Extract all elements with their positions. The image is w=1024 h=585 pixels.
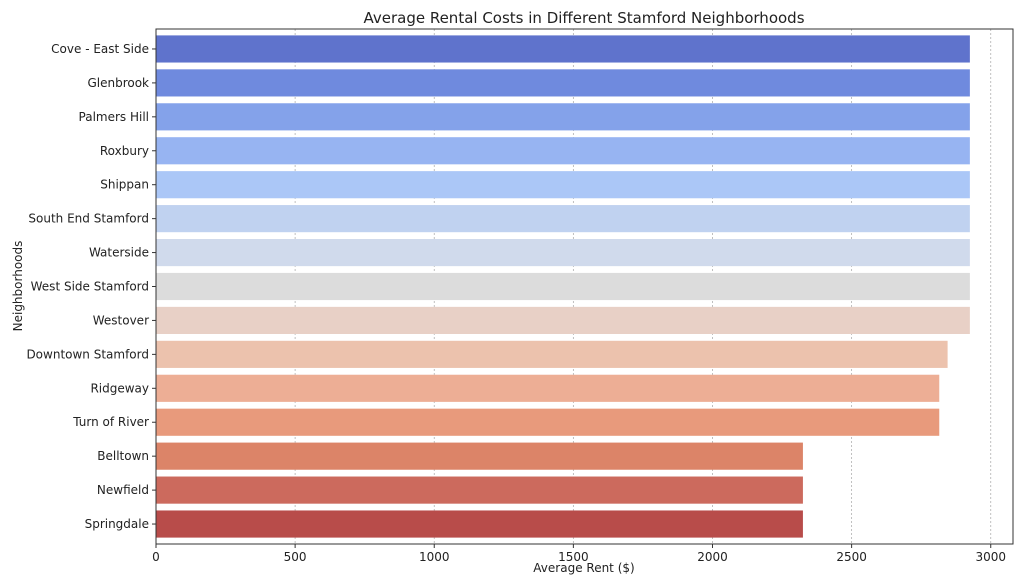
- y-tick-label: Cove - East Side: [51, 42, 149, 56]
- bar: [156, 374, 940, 402]
- bar: [156, 103, 970, 131]
- y-tick-label: Westover: [93, 313, 149, 327]
- y-axis-title: Neighborhoods: [11, 241, 25, 332]
- y-tick-label: Roxbury: [100, 144, 149, 158]
- x-tick-label: 500: [284, 550, 307, 564]
- plot-frame: [155, 28, 1014, 545]
- bar: [156, 408, 940, 436]
- y-tick-label: Glenbrook: [87, 76, 149, 90]
- y-tick-label: Waterside: [89, 246, 149, 260]
- x-axis-title: Average Rent ($): [533, 561, 634, 575]
- x-tick-label: 2500: [836, 550, 867, 564]
- bar: [156, 340, 948, 368]
- y-tick-label: Newfield: [97, 483, 149, 497]
- bar: [156, 476, 803, 504]
- y-tick-label: Springdale: [85, 517, 149, 531]
- y-tick-label: South End Stamford: [28, 212, 149, 226]
- y-tick-labels: Cove - East Side Glenbrook Palmers Hill Rox…: [26, 42, 156, 531]
- bar: [156, 69, 970, 97]
- x-tick-label: 3000: [975, 550, 1006, 564]
- x-tick-label: 1500: [558, 550, 589, 564]
- y-tick-label: Belltown: [97, 449, 149, 463]
- x-tick-label: 1000: [419, 550, 450, 564]
- bar: [156, 238, 970, 267]
- y-tick-label: Ridgeway: [90, 381, 149, 395]
- bar: [156, 171, 970, 199]
- bar: [156, 205, 970, 233]
- y-tick-label: West Side Stamford: [31, 280, 149, 294]
- bar: [156, 510, 803, 538]
- bar: [156, 35, 970, 63]
- chart-title: Average Rental Costs in Different Stamfo…: [363, 9, 804, 27]
- y-tick-label: Shippan: [100, 178, 149, 192]
- bar: [156, 272, 970, 301]
- bars: [156, 35, 970, 538]
- bar: [156, 442, 803, 470]
- y-tick-label: Downtown Stamford: [26, 347, 149, 361]
- x-tick-label: 2000: [697, 550, 728, 564]
- x-tick-label: 0: [152, 550, 160, 564]
- bar: [156, 137, 970, 165]
- x-ticks: 0 500 1000 1500 2000 2500 3000: [152, 544, 1006, 564]
- y-tick-label: Palmers Hill: [79, 110, 149, 124]
- bar: [156, 306, 970, 335]
- y-tick-label: Turn of River: [72, 415, 149, 429]
